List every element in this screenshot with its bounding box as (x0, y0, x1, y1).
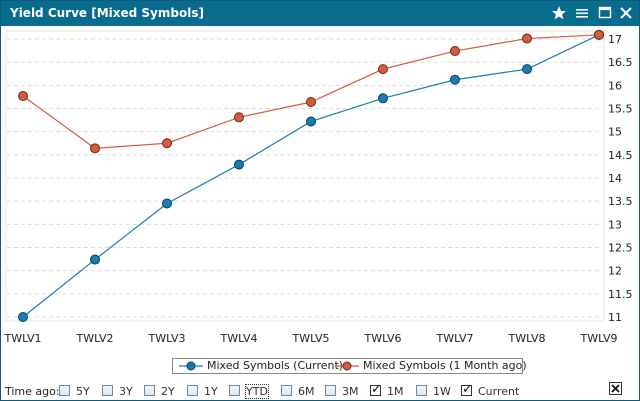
y-tick-label: 16.5 (608, 56, 633, 69)
y-axis: 11 11.5 12 12.5 13 13.5 14 14.5 15 15.5 16 16.5 17 (608, 33, 633, 324)
time-ago-label: Time ago: (5, 385, 60, 398)
chart-legend: Mixed Symbols (Current) Mixed Symbols (1… (172, 358, 527, 374)
grid (5, 30, 605, 322)
star-icon[interactable] (550, 4, 568, 22)
checkbox-1w[interactable] (416, 385, 427, 396)
data-point-month-ago (522, 33, 532, 44)
legend-label-current: Mixed Symbols (Current) (207, 359, 344, 372)
option-label-3m: 3M (342, 385, 359, 398)
checkmark-icon: ✓ (462, 382, 473, 397)
legend-label-month-ago: Mixed Symbols (1 Month ago) (363, 359, 527, 372)
data-point-month-ago (306, 97, 316, 108)
y-tick-label: 15.5 (608, 103, 633, 116)
y-tick-label: 11.5 (608, 288, 633, 301)
legend-marker-current (179, 361, 203, 371)
x-tick-label: TWLV4 (219, 332, 257, 345)
x-tick-label: TWLV2 (75, 332, 113, 345)
series-line-current (22, 34, 600, 318)
option-label-5y: 5Y (76, 385, 90, 398)
data-point-current (18, 312, 28, 322)
y-tick-label: 12 (608, 265, 622, 278)
data-point-current (450, 74, 460, 85)
plot-frame (5, 30, 605, 322)
y-tick-label: 11 (608, 311, 622, 324)
x-tick-label: TWLV7 (435, 332, 473, 345)
panel-close-button[interactable] (609, 382, 622, 395)
checkbox-5y[interactable] (59, 385, 70, 396)
option-label-6m: 6M (298, 385, 315, 398)
checkbox-6m[interactable] (281, 385, 292, 396)
y-tick-label: 13 (608, 218, 622, 231)
data-point-current (90, 254, 100, 265)
x-tick-label: TWLV9 (579, 332, 617, 345)
data-point-current (162, 198, 172, 209)
x-icon (611, 384, 620, 393)
data-point-month-ago (234, 112, 244, 123)
y-tick-label: 17 (608, 33, 622, 46)
x-tick-label: TWLV8 (507, 332, 545, 345)
time-ago-bar: Time ago: 5Y 3Y 2Y 1Y YTD 6M 3M (1, 382, 639, 400)
close-icon[interactable] (617, 4, 635, 22)
option-label-3y: 3Y (119, 385, 133, 398)
data-point-current (378, 93, 388, 104)
x-tick-label: TWLV3 (147, 332, 185, 345)
data-point-month-ago (378, 64, 388, 75)
yield-curve-chart: 11 11.5 12 12.5 13 13.5 14 14.5 15 15.5 16 16.5 17 T… (3, 29, 633, 345)
y-tick-label: 14.5 (608, 149, 633, 162)
data-point-month-ago (450, 46, 460, 57)
x-tick-label: TWLV5 (291, 332, 329, 345)
y-tick-label: 12.5 (608, 242, 633, 255)
data-point-month-ago (90, 143, 100, 154)
x-tick-label: TWLV1 (3, 332, 41, 345)
y-tick-label: 15 (608, 126, 622, 139)
option-label-1y: 1Y (204, 385, 218, 398)
option-label-2y: 2Y (161, 385, 175, 398)
data-point-current (522, 64, 532, 75)
y-tick-label: 14 (608, 172, 622, 185)
checkbox-2y[interactable] (144, 385, 155, 396)
series (18, 29, 604, 322)
data-point-month-ago (594, 29, 604, 40)
titlebar[interactable]: Yield Curve [Mixed Symbols] (1, 1, 639, 26)
data-point-month-ago (162, 138, 172, 149)
y-tick-label: 13.5 (608, 195, 633, 208)
checkbox-ytd[interactable] (229, 385, 240, 396)
legend-item-current[interactable]: Mixed Symbols (Current) (177, 359, 343, 373)
option-label-1w: 1W (433, 385, 451, 398)
data-point-current (306, 116, 316, 127)
x-axis: TWLV1 TWLV2 TWLV3 TWLV4 TWLV5 TWLV6 TWLV7 TWLV8… (3, 332, 617, 345)
checkbox-1m[interactable]: ✓ (370, 382, 382, 397)
maximize-icon[interactable] (596, 4, 614, 22)
option-label-ytd: YTD (245, 384, 269, 399)
checkbox-1y[interactable] (187, 385, 198, 396)
data-point-current (234, 159, 244, 170)
legend-marker-month-ago (335, 361, 359, 371)
legend-item-month-ago[interactable]: Mixed Symbols (1 Month ago) (333, 359, 527, 373)
option-label-1m: 1M (387, 385, 404, 398)
data-point-month-ago (18, 90, 28, 101)
checkbox-3m[interactable] (325, 385, 336, 396)
y-tick-label: 16 (608, 79, 622, 92)
window-title: Yield Curve [Mixed Symbols] (10, 6, 204, 20)
checkbox-3y[interactable] (102, 385, 113, 396)
checkbox-current[interactable]: ✓ (461, 382, 473, 397)
checkmark-icon: ✓ (371, 382, 382, 397)
menu-icon[interactable] (573, 4, 591, 22)
x-tick-label: TWLV6 (363, 332, 401, 345)
option-label-current: Current (478, 385, 520, 398)
